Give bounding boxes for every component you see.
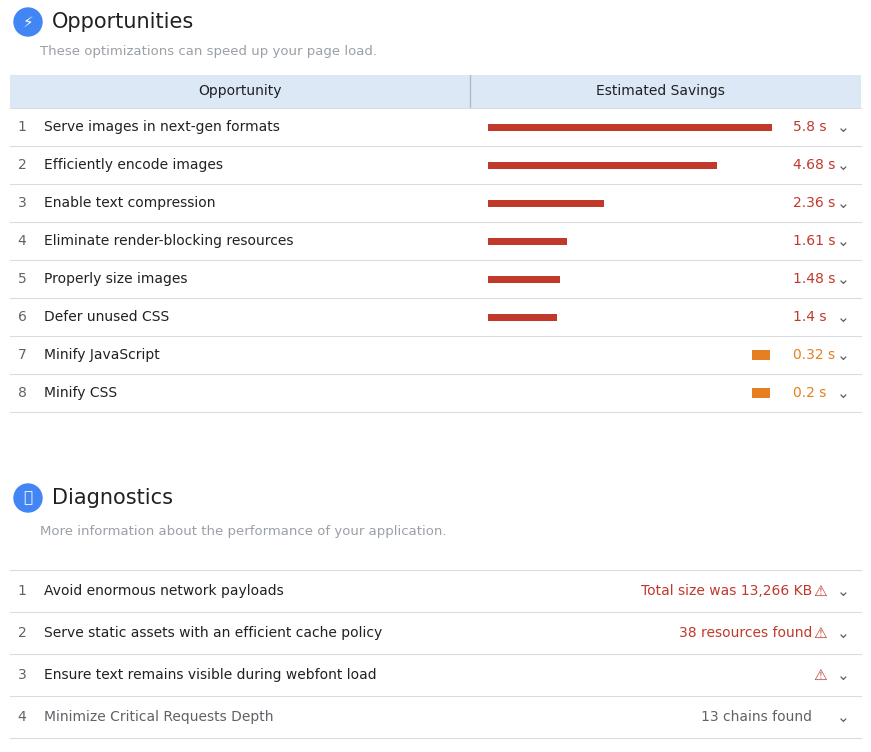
Text: Properly size images: Properly size images bbox=[44, 272, 187, 286]
Bar bbox=[10, 75, 861, 108]
Text: ⌄: ⌄ bbox=[837, 584, 849, 599]
Text: Estimated Savings: Estimated Savings bbox=[596, 84, 725, 99]
Text: 1.4 s: 1.4 s bbox=[793, 310, 827, 324]
Text: 4: 4 bbox=[17, 234, 26, 248]
Bar bbox=[488, 123, 772, 131]
Text: 1.61 s: 1.61 s bbox=[793, 234, 835, 248]
Text: ⌄: ⌄ bbox=[837, 157, 849, 172]
Text: Minify JavaScript: Minify JavaScript bbox=[44, 348, 159, 362]
Text: 3: 3 bbox=[17, 196, 26, 210]
Text: 4.68 s: 4.68 s bbox=[793, 158, 835, 172]
Bar bbox=[752, 388, 770, 398]
Text: 6: 6 bbox=[17, 310, 26, 324]
Text: 0.2 s: 0.2 s bbox=[793, 386, 827, 400]
Text: Minify CSS: Minify CSS bbox=[44, 386, 117, 400]
Text: ⌄: ⌄ bbox=[837, 234, 849, 248]
Text: Efficiently encode images: Efficiently encode images bbox=[44, 158, 223, 172]
Text: Avoid enormous network payloads: Avoid enormous network payloads bbox=[44, 584, 284, 598]
Text: 8: 8 bbox=[17, 386, 26, 400]
Text: ⚠: ⚠ bbox=[814, 668, 827, 683]
Text: ⚡: ⚡ bbox=[23, 14, 33, 29]
Text: ⚠: ⚠ bbox=[814, 626, 827, 641]
Text: Eliminate render-blocking resources: Eliminate render-blocking resources bbox=[44, 234, 294, 248]
Text: 7: 7 bbox=[17, 348, 26, 362]
Circle shape bbox=[14, 8, 42, 36]
Text: ⌄: ⌄ bbox=[837, 668, 849, 683]
Bar bbox=[488, 275, 560, 283]
Bar bbox=[752, 350, 770, 360]
Text: 13 chains found: 13 chains found bbox=[701, 710, 812, 724]
Text: Diagnostics: Diagnostics bbox=[52, 488, 173, 508]
Text: 5.8 s: 5.8 s bbox=[793, 120, 827, 134]
Bar bbox=[488, 199, 604, 207]
Text: 3: 3 bbox=[17, 668, 26, 682]
Text: Total size was 13,266 KB: Total size was 13,266 KB bbox=[641, 584, 812, 598]
Text: Minimize Critical Requests Depth: Minimize Critical Requests Depth bbox=[44, 710, 273, 724]
Text: ⌄: ⌄ bbox=[837, 709, 849, 724]
Text: Ensure text remains visible during webfont load: Ensure text remains visible during webfo… bbox=[44, 668, 376, 682]
Text: ⌄: ⌄ bbox=[837, 310, 849, 325]
Text: ⌄: ⌄ bbox=[837, 626, 849, 641]
Text: These optimizations can speed up your page load.: These optimizations can speed up your pa… bbox=[40, 46, 377, 59]
Text: 0.32 s: 0.32 s bbox=[793, 348, 835, 362]
Text: 1.48 s: 1.48 s bbox=[793, 272, 835, 286]
Text: 38 resources found: 38 resources found bbox=[679, 626, 812, 640]
Text: ⌄: ⌄ bbox=[837, 120, 849, 135]
Bar bbox=[488, 314, 557, 320]
Text: 4: 4 bbox=[17, 710, 26, 724]
Bar bbox=[488, 162, 717, 168]
Text: 1: 1 bbox=[17, 120, 26, 134]
Bar bbox=[488, 238, 567, 244]
Text: ⌄: ⌄ bbox=[837, 271, 849, 287]
Text: ⌄: ⌄ bbox=[837, 386, 849, 401]
Text: Serve images in next-gen formats: Serve images in next-gen formats bbox=[44, 120, 280, 134]
Text: 2.36 s: 2.36 s bbox=[793, 196, 835, 210]
Text: Opportunity: Opportunity bbox=[199, 84, 281, 99]
Text: Serve static assets with an efficient cache policy: Serve static assets with an efficient ca… bbox=[44, 626, 382, 640]
Text: 5: 5 bbox=[17, 272, 26, 286]
Text: 2: 2 bbox=[17, 626, 26, 640]
Text: Opportunities: Opportunities bbox=[52, 12, 194, 32]
Text: ⚠: ⚠ bbox=[814, 584, 827, 599]
Text: More information about the performance of your application.: More information about the performance o… bbox=[40, 526, 447, 538]
Circle shape bbox=[14, 484, 42, 512]
Text: 2: 2 bbox=[17, 158, 26, 172]
Text: ⎘: ⎘ bbox=[24, 490, 32, 505]
Text: ⌄: ⌄ bbox=[837, 196, 849, 211]
Text: 1: 1 bbox=[17, 584, 26, 598]
Text: Defer unused CSS: Defer unused CSS bbox=[44, 310, 169, 324]
Text: Enable text compression: Enable text compression bbox=[44, 196, 215, 210]
Text: ⌄: ⌄ bbox=[837, 347, 849, 362]
